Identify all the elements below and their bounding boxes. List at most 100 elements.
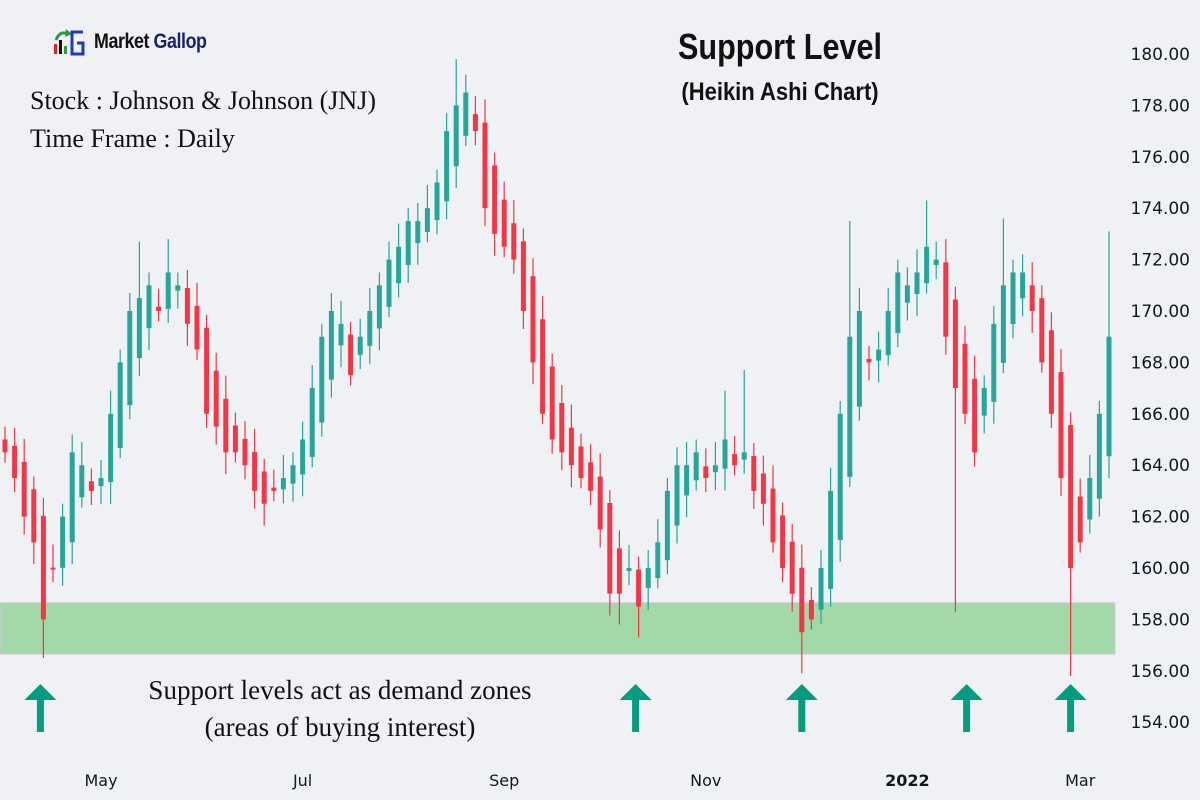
candle-body bbox=[578, 446, 584, 479]
candle-body bbox=[703, 466, 709, 479]
candle-body bbox=[722, 439, 728, 469]
candle-body bbox=[1106, 336, 1112, 457]
candle-body bbox=[1058, 372, 1064, 479]
candle-body bbox=[271, 487, 277, 491]
candle-body bbox=[1087, 478, 1093, 520]
candle-body bbox=[175, 285, 181, 291]
candle-body bbox=[165, 272, 171, 309]
candle-body bbox=[357, 336, 363, 355]
candle-body bbox=[655, 542, 661, 579]
candle-body bbox=[463, 92, 469, 136]
x-tick-label: May bbox=[84, 771, 117, 790]
candle-body bbox=[1068, 425, 1074, 568]
y-tick-label: 172.00 bbox=[1131, 251, 1190, 271]
candle-body bbox=[866, 358, 872, 363]
logo-brand-part1: Market bbox=[94, 30, 149, 53]
y-tick-label: 170.00 bbox=[1131, 302, 1190, 322]
candle-body bbox=[684, 465, 690, 496]
logo: Market Gallop bbox=[52, 28, 226, 56]
candle-body bbox=[1020, 272, 1026, 299]
candle-body bbox=[991, 323, 997, 402]
candle-body bbox=[376, 285, 382, 329]
candle-body bbox=[204, 327, 210, 414]
candle-body bbox=[799, 567, 805, 633]
buy-arrow-shaft bbox=[1067, 698, 1075, 732]
candle-body bbox=[348, 334, 354, 376]
logo-brand-part2: Gallop bbox=[153, 30, 207, 53]
candle-body bbox=[1039, 298, 1045, 363]
candle-body bbox=[732, 454, 738, 466]
x-tick-label: Sep bbox=[489, 771, 519, 790]
y-tick-label: 154.00 bbox=[1131, 713, 1190, 733]
candle-body bbox=[952, 299, 958, 389]
candle-body bbox=[511, 223, 517, 260]
y-tick-label: 160.00 bbox=[1131, 559, 1190, 579]
candle-body bbox=[69, 452, 75, 543]
buy-arrow-shaft bbox=[632, 698, 640, 732]
support-zone bbox=[0, 602, 1116, 655]
candle-body bbox=[319, 336, 325, 423]
candle-body bbox=[31, 489, 37, 543]
candle-body bbox=[60, 516, 66, 568]
annotation: Support levels act as demand zones (area… bbox=[100, 672, 580, 746]
candle-body bbox=[520, 241, 526, 311]
candle-body bbox=[367, 311, 373, 346]
candle-body bbox=[904, 285, 910, 303]
y-tick-label: 166.00 bbox=[1131, 405, 1190, 425]
candle-body bbox=[962, 343, 968, 414]
candle-body bbox=[252, 452, 258, 491]
candle-body bbox=[300, 439, 306, 475]
y-tick-label: 174.00 bbox=[1131, 199, 1190, 219]
candle-body bbox=[943, 262, 949, 337]
buy-arrow-head bbox=[619, 684, 652, 700]
candle-body bbox=[88, 481, 94, 491]
stock-label: Stock : Johnson & Johnson (JNJ) bbox=[30, 86, 376, 115]
candle-body bbox=[232, 425, 238, 453]
candle-body bbox=[213, 370, 219, 427]
candle-body bbox=[1096, 413, 1102, 499]
candle-body bbox=[664, 490, 670, 561]
candle-body bbox=[693, 452, 699, 481]
candle-body bbox=[626, 568, 632, 572]
candle-body bbox=[780, 515, 786, 568]
candle-body bbox=[895, 272, 901, 334]
candle-body bbox=[972, 378, 978, 453]
candle-body bbox=[482, 122, 488, 209]
candle-body bbox=[789, 541, 795, 594]
candle-body bbox=[588, 462, 594, 491]
annotation-line2: (areas of buying interest) bbox=[204, 712, 476, 742]
buy-arrow-head bbox=[950, 684, 983, 700]
candle-body bbox=[242, 438, 248, 466]
candle-body bbox=[79, 465, 85, 498]
buy-arrow-shaft bbox=[963, 698, 971, 732]
buy-arrow-shaft bbox=[36, 698, 44, 732]
candle-body bbox=[223, 398, 229, 453]
candle-body bbox=[405, 221, 411, 265]
candle-body bbox=[12, 445, 18, 479]
logo-icon bbox=[54, 29, 85, 56]
candle-body bbox=[21, 461, 27, 517]
y-tick-label: 158.00 bbox=[1131, 610, 1190, 630]
candle-body bbox=[607, 503, 613, 594]
candle-body bbox=[1029, 285, 1035, 311]
y-tick-label: 178.00 bbox=[1131, 96, 1190, 116]
candle-body bbox=[194, 305, 200, 350]
candle-body bbox=[540, 319, 546, 414]
candle-body bbox=[616, 548, 622, 594]
candle-body bbox=[280, 478, 286, 490]
candle-body bbox=[40, 515, 46, 620]
candle-body bbox=[559, 403, 565, 453]
candle-body bbox=[914, 272, 920, 295]
candle-body bbox=[328, 311, 334, 380]
candle-body bbox=[770, 488, 776, 543]
candle-body bbox=[1000, 285, 1006, 363]
candle-body bbox=[751, 455, 757, 491]
candle-body bbox=[856, 311, 862, 407]
candle-body bbox=[674, 465, 680, 526]
candle-body bbox=[741, 452, 747, 460]
y-tick-label: 156.00 bbox=[1131, 662, 1190, 682]
y-tick-label: 168.00 bbox=[1131, 353, 1190, 373]
candle-body bbox=[760, 473, 766, 504]
buy-arrow-head bbox=[785, 684, 818, 700]
candle-body bbox=[108, 413, 114, 483]
